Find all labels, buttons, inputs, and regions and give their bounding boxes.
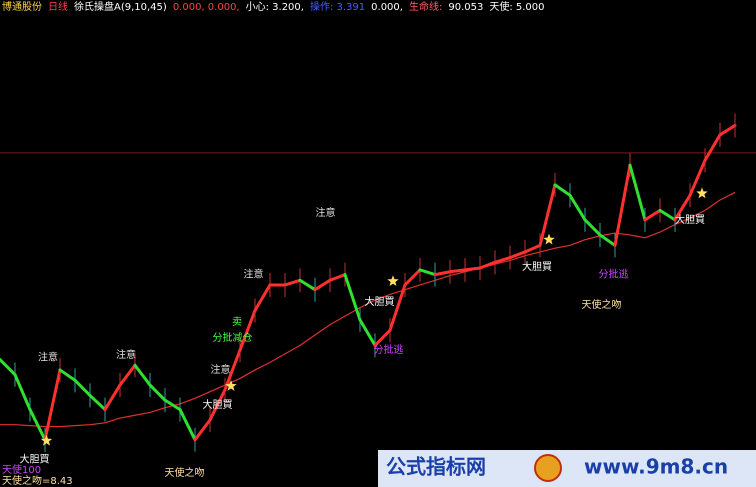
watermark: 公式指标网 www.9m8.cn [378, 450, 756, 487]
annotation: 大胆買 [675, 213, 705, 226]
price-segment [148, 383, 167, 402]
header-item: 日线 [48, 0, 68, 13]
price-segment [373, 328, 392, 347]
price-segment [0, 358, 17, 377]
header-item: 天使: 5.000 [489, 0, 544, 13]
watermark-box [378, 450, 756, 487]
header-item: 0.000, [371, 2, 403, 13]
price-segment [508, 250, 527, 260]
star-marker [696, 187, 708, 199]
price-segment [463, 266, 482, 272]
price-segment [538, 183, 557, 247]
star-marker [225, 379, 237, 391]
price-segment [718, 123, 737, 137]
price-segment [328, 273, 347, 282]
price-segment [553, 183, 572, 197]
price-segment [298, 278, 317, 292]
price-segment [613, 163, 632, 247]
price-segment [223, 348, 242, 392]
annotation: 分批逃 [374, 343, 404, 356]
price-segment [358, 318, 377, 347]
price-segment [178, 408, 197, 442]
price-segment [478, 260, 497, 270]
header-item: 徐氏操盘A(9,10,45) [74, 0, 167, 13]
price-segment [598, 233, 617, 247]
annotation: 大胆買 [365, 295, 395, 308]
price-segment [28, 408, 47, 442]
price-segment [568, 193, 587, 222]
price-segment [163, 398, 182, 412]
annotation: 分批减仓 [213, 331, 253, 344]
watermark-icon [534, 454, 562, 482]
price-segment [493, 256, 512, 264]
annotation: 大胆買 [522, 260, 552, 273]
price-segment [58, 368, 77, 382]
header-item: 小心: 3.200, [246, 1, 304, 13]
price-segment [403, 268, 422, 287]
price-segment [193, 418, 212, 442]
star-marker [387, 275, 399, 287]
price-segment [688, 158, 707, 197]
price-segment [103, 383, 122, 412]
annotation: 注意 [244, 268, 264, 281]
star-marker [40, 434, 53, 446]
price-segment [628, 163, 647, 222]
price-segment [283, 278, 302, 287]
price-segment [388, 283, 407, 332]
star-marker [543, 233, 555, 245]
price-segment [583, 218, 602, 237]
annotation: 分批逃 [599, 268, 629, 281]
watermark-url: www.9m8.cn [584, 455, 728, 479]
price-segment [673, 193, 692, 222]
annotation: 大胆買 [20, 453, 50, 466]
header-item: 操作: 3.391 [310, 0, 365, 13]
price-segment [643, 208, 662, 222]
price-segment [313, 278, 332, 292]
annotation: 大胆買 [203, 398, 233, 411]
header-item: 博通股份 [2, 0, 42, 13]
annotation: 注意 [38, 351, 58, 364]
price-segment [448, 268, 467, 274]
price-segment [703, 133, 722, 162]
price-segment [343, 273, 362, 322]
annotation: 天使之吻 [582, 298, 622, 311]
header-item: 生命线: [409, 0, 442, 13]
annotation: 注意 [211, 363, 231, 376]
annotation: 卖 [232, 316, 242, 328]
annotation: 注意 [116, 348, 136, 361]
price-segment [88, 393, 107, 412]
price-segment [523, 243, 542, 254]
annotation: 注意 [316, 206, 336, 219]
header-item: 0.000, 0.000, [173, 2, 240, 13]
price-segment [658, 208, 677, 222]
price-segment [73, 378, 92, 397]
annotation: 天使之吻 [165, 466, 205, 479]
footer-text: 天使100 [2, 463, 41, 476]
watermark-title: 公式指标网 [386, 455, 486, 479]
price-segment [118, 363, 137, 387]
price-segment [208, 388, 227, 422]
price-segment [433, 270, 452, 277]
footer-text: 天使之吻=8.43 [2, 474, 73, 487]
price-segment [253, 283, 272, 312]
header-item: 90.053 [448, 2, 483, 13]
price-segment [43, 368, 62, 442]
price-segment [13, 373, 32, 412]
price-segment [133, 363, 152, 387]
price-segment [418, 268, 437, 277]
series-line [0, 191, 736, 428]
price-segment [238, 308, 257, 352]
